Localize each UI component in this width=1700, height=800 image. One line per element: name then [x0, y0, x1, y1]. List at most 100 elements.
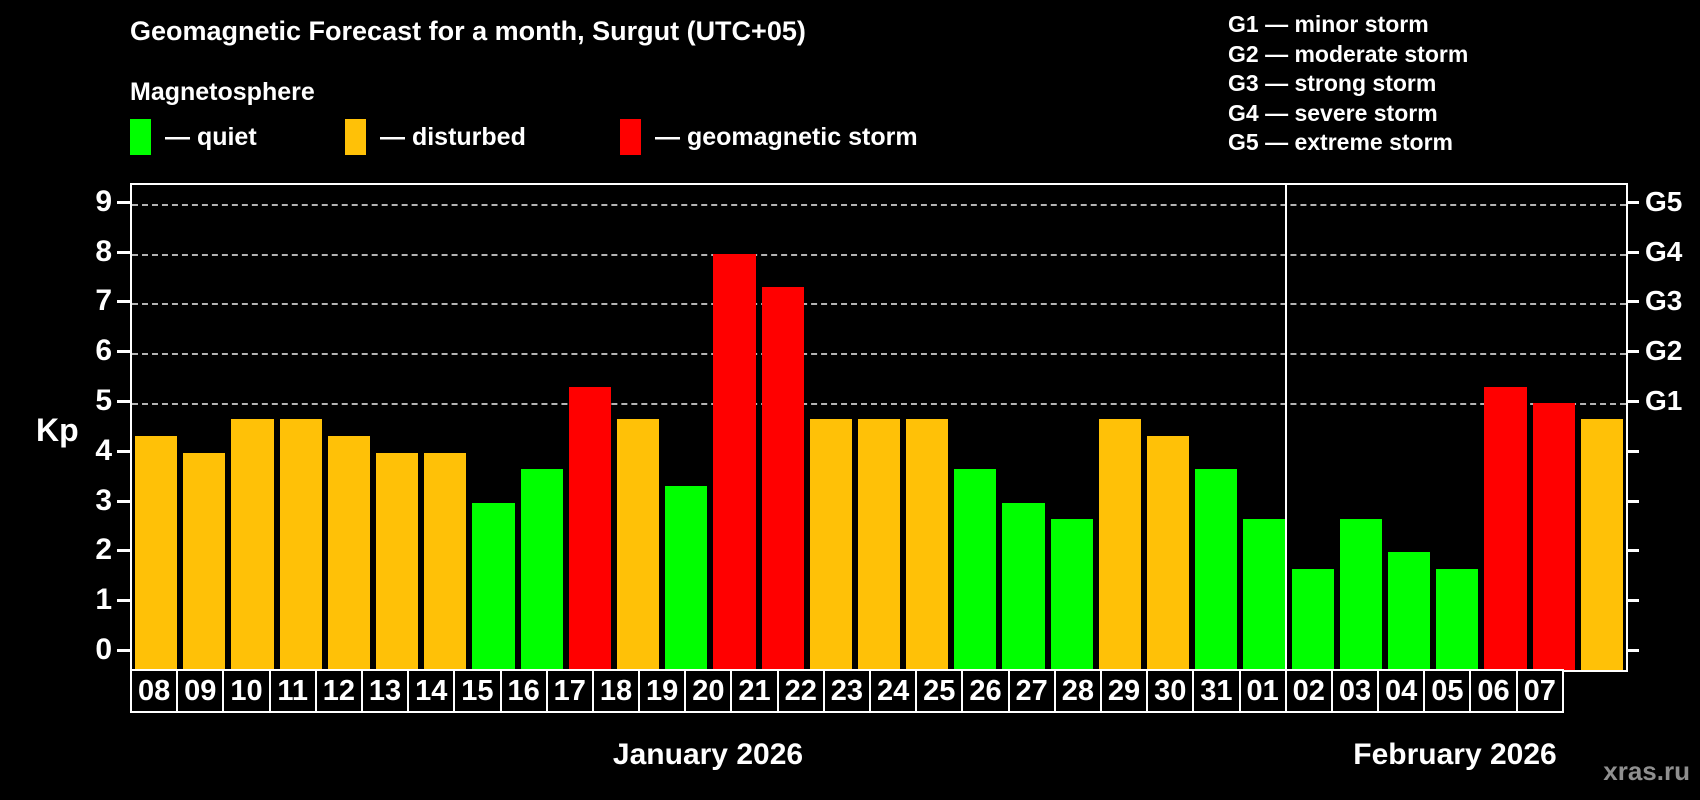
kp-bar-07: [1580, 419, 1623, 670]
day-label-10: 10: [222, 669, 271, 713]
watermark: xras.ru: [1603, 756, 1690, 786]
month-separator-line: [1285, 183, 1287, 670]
kp-bar-10: [231, 419, 274, 670]
kp-bar-11: [279, 419, 322, 670]
kp-bar-18: [616, 419, 660, 670]
y-tick-mark: [117, 599, 130, 603]
kp-bar-23: [857, 419, 901, 670]
right-tick-mark: [1626, 200, 1639, 204]
kp-bar-27: [1050, 519, 1093, 670]
storm-scale-legend: G1 — minor storm G2 — moderate storm G3 — …: [1228, 10, 1468, 158]
gridline-kp5: [132, 403, 1626, 405]
storm-scale-legend-line: G5 — extreme storm: [1228, 129, 1453, 155]
right-tick-mark: [1626, 300, 1639, 304]
day-label-11: 11: [268, 669, 317, 713]
month-label-january: January 2026: [612, 738, 804, 771]
day-label-07: 07: [1515, 669, 1564, 713]
day-label-28: 28: [1053, 669, 1102, 713]
kp-bar-08: [135, 436, 178, 670]
day-label-08: 08: [130, 669, 179, 713]
legend-label-quiet: — quiet: [165, 122, 257, 151]
right-tick-mark: [1626, 350, 1639, 354]
y-tick-label-2: 2: [95, 533, 112, 567]
y-tick-label-1: 1: [95, 583, 112, 617]
y-tick-label-7: 7: [95, 284, 112, 318]
day-label-04: 04: [1377, 669, 1426, 713]
y-tick-mark: [117, 300, 130, 304]
y-tick-mark: [117, 400, 130, 403]
y-tick-label-0: 0: [95, 633, 112, 666]
legend-label-disturbed: — disturbed: [380, 122, 526, 151]
day-label-26: 26: [961, 669, 1010, 713]
day-label-14: 14: [407, 669, 456, 713]
day-label-30: 30: [1146, 669, 1195, 713]
day-label-05: 05: [1423, 669, 1472, 713]
y-tick-label-4: 4: [95, 433, 112, 467]
kp-bar-02: [1339, 519, 1383, 670]
right-tick-mark: [1626, 549, 1639, 553]
kp-bar-09: [183, 452, 226, 670]
kp-bar-13: [375, 452, 419, 670]
day-label-01: 01: [1238, 669, 1287, 713]
kp-bar-17: [568, 386, 611, 670]
day-label-21: 21: [730, 669, 779, 713]
gridline-kp7: [132, 303, 1626, 306]
right-tick-mark: [1626, 400, 1639, 403]
kp-bar-31: [1243, 519, 1286, 670]
y-tick-mark: [117, 200, 130, 204]
y-tick-mark: [117, 250, 130, 254]
month-label-february: February 2026: [1353, 738, 1557, 771]
kp-bar-24: [906, 419, 949, 670]
day-label-24: 24: [869, 669, 918, 713]
storm-scale-legend-line: G1 — minor storm: [1228, 11, 1429, 37]
y-tick-mark: [117, 449, 130, 453]
day-label-22: 22: [776, 669, 825, 713]
kp-bar-26: [1002, 502, 1045, 670]
kp-bar-30: [1195, 469, 1238, 670]
g-scale-label-G1: G1: [1645, 385, 1683, 416]
quiet-color-swatch: [130, 119, 151, 155]
y-tick-label-3: 3: [95, 483, 112, 517]
right-tick-mark: [1626, 649, 1639, 652]
day-label-17: 17: [545, 669, 594, 713]
x-axis-day-labels: 08 09 10 11 12 13 14 15 16 17 18 19 20 21 22 23 24 25 26 27…: [130, 669, 1564, 713]
day-label-13: 13: [360, 669, 410, 713]
day-label-03: 03: [1330, 669, 1380, 713]
legend-item-storm: — geomagnetic storm: [620, 119, 918, 155]
kp-bar-01: [1291, 568, 1334, 670]
gridline-kp8: [132, 253, 1626, 256]
y-tick-label-6: 6: [95, 334, 112, 368]
kp-bar-03: [1388, 552, 1431, 670]
day-label-27: 27: [1007, 669, 1056, 713]
kp-bar-14: [424, 452, 467, 670]
y-tick-mark: [117, 549, 130, 553]
page-title: Geomagnetic Forecast for a month, Surgut…: [130, 16, 806, 46]
kp-bar-20: [713, 253, 756, 670]
chart-subtitle: Magnetosphere: [130, 78, 315, 106]
gridline-kp6: [132, 353, 1626, 356]
day-label-23: 23: [822, 669, 871, 713]
day-label-25: 25: [915, 669, 964, 713]
disturbed-color-swatch: [345, 119, 366, 155]
storm-color-swatch: [620, 119, 641, 155]
y-tick-label-5: 5: [95, 384, 112, 417]
day-label-29: 29: [1099, 669, 1149, 713]
day-label-09: 09: [176, 669, 225, 713]
legend-item-disturbed: — disturbed: [345, 119, 526, 155]
day-label-06: 06: [1469, 669, 1518, 713]
kp-bar-06: [1532, 403, 1575, 670]
kp-bar-22: [809, 419, 852, 670]
g-scale-label-G4: G4: [1645, 235, 1683, 267]
storm-scale-legend-line: G2 — moderate storm: [1228, 40, 1469, 67]
day-label-16: 16: [499, 669, 548, 713]
right-tick-mark: [1626, 250, 1639, 254]
kp-bar-04: [1436, 568, 1479, 670]
plot-area: [130, 183, 1628, 672]
kp-bar-28: [1098, 419, 1142, 670]
kp-bar-29: [1147, 436, 1190, 670]
day-label-20: 20: [684, 669, 733, 713]
storm-scale-legend-line: G4 — severe storm: [1228, 99, 1438, 126]
y-tick-mark: [117, 499, 130, 503]
kp-bar-05: [1484, 386, 1527, 670]
g-scale-label-G5: G5: [1645, 185, 1683, 217]
